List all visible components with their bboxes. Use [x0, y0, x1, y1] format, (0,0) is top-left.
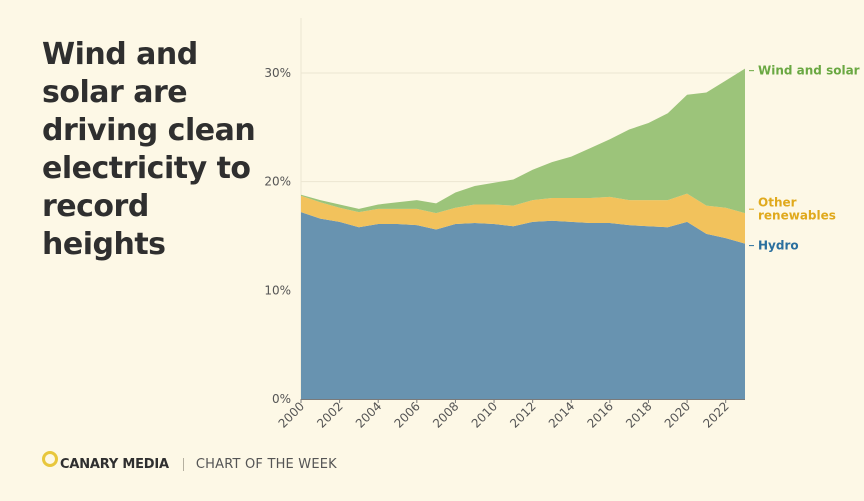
y-axis-ticks: 0% 10% 20% 30% [264, 66, 291, 406]
x-tick-label: 2012 [507, 399, 538, 430]
y-tick-label: 10% [264, 283, 291, 297]
footer: CANARY MEDIA CHART OF THE WEEK [42, 451, 337, 475]
chart-headline: Wind and solar are driving clean electri… [42, 37, 256, 262]
series-labels: Hydro Other renewables Wind and solar [749, 64, 860, 253]
x-tick-label: 2020 [662, 399, 693, 430]
series-label-wind-and-solar: Wind and solar [758, 64, 860, 78]
x-tick-label: 2002 [314, 399, 345, 430]
footer-divider [182, 457, 184, 471]
x-axis-ticks: 2000 2002 2004 2006 2008 2010 2012 2014 2016 2018… [276, 399, 732, 431]
x-tick-label: 2022 [700, 399, 731, 430]
y-tick-label: 0% [272, 392, 291, 406]
brand-name: CANARY MEDIA [60, 456, 169, 472]
y-tick-label: 30% [264, 66, 291, 80]
footer-tagline: CHART OF THE WEEK [195, 456, 337, 472]
area-other-renewables [301, 193, 745, 244]
x-tick-label: 2014 [546, 399, 577, 430]
y-tick-label: 20% [264, 175, 291, 189]
series-label-other-renewables: Other renewables [758, 196, 836, 223]
x-tick-label: 2018 [623, 399, 654, 430]
area-hydro [301, 212, 745, 399]
canary-logo-icon [42, 451, 58, 467]
x-tick-label: 2008 [430, 399, 461, 430]
series-label-hydro: Hydro [758, 239, 799, 253]
x-tick-label: 2006 [391, 399, 422, 430]
x-tick-label: 2004 [353, 399, 384, 430]
x-tick-label: 2016 [584, 399, 615, 430]
x-tick-label: 2010 [469, 399, 500, 430]
area-wind-and-solar [301, 68, 745, 214]
area-layers [301, 68, 745, 399]
